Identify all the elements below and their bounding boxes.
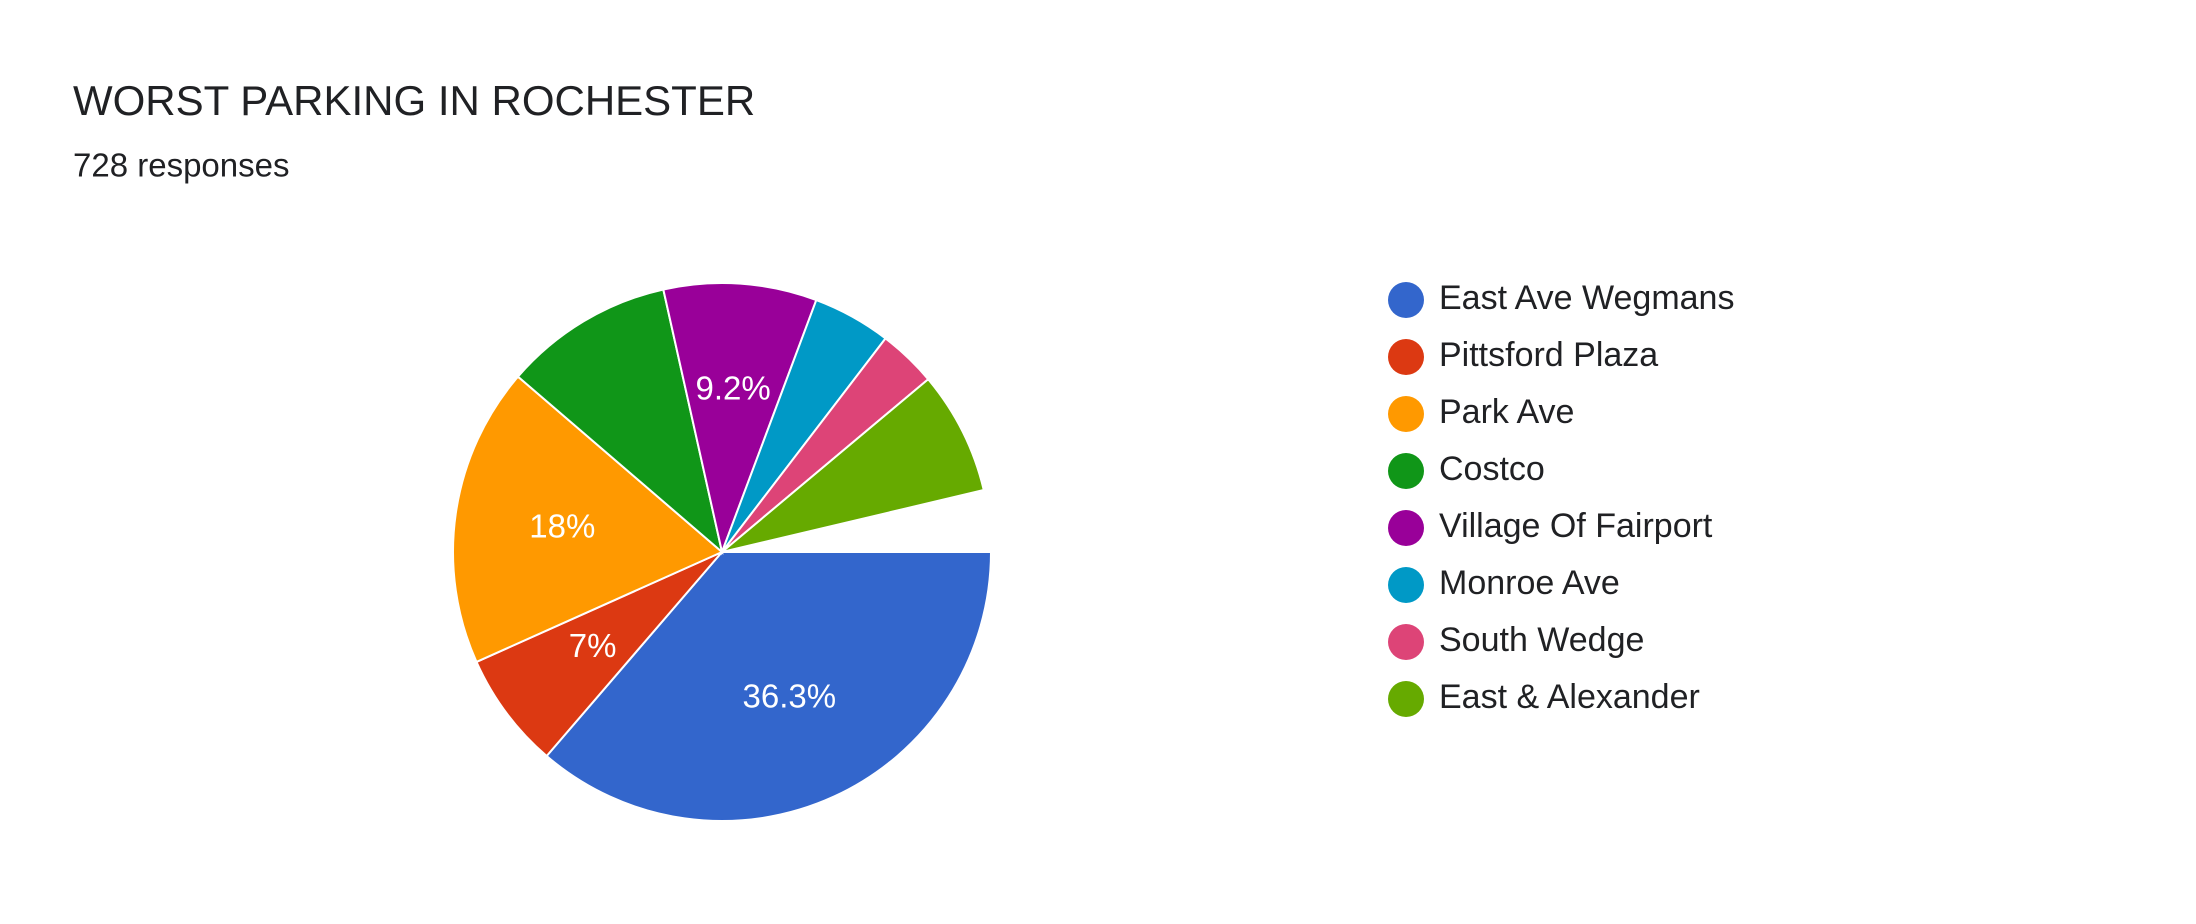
legend-label: Village Of Fairport	[1439, 507, 1713, 545]
chart-title: WORST PARKING IN ROCHESTER	[73, 77, 755, 124]
legend-label: Costco	[1439, 450, 1545, 488]
pie-slice	[545, 551, 993, 822]
legend-swatch	[1388, 339, 1424, 375]
legend-label: East & Alexander	[1439, 678, 1700, 716]
legend-swatch	[1388, 624, 1424, 660]
pie-slice	[475, 551, 723, 758]
data-label: 9.2%	[696, 370, 771, 407]
chart-subtitle: 728 responses	[73, 147, 289, 184]
data-label: 18%	[529, 507, 595, 544]
legend-swatch	[1388, 510, 1424, 546]
pie-slice	[452, 375, 724, 664]
legend-label: Park Ave	[1439, 393, 1574, 431]
data-label: 36.3%	[743, 677, 837, 714]
legend-swatch	[1388, 567, 1424, 603]
legend-swatch	[1388, 681, 1424, 717]
pie-slice	[721, 377, 985, 553]
legend-label: East Ave Wegmans	[1439, 279, 1734, 317]
legend-swatch	[1388, 453, 1424, 489]
legend-label: Monroe Ave	[1439, 564, 1620, 602]
data-label: 7%	[569, 627, 617, 664]
legend-swatch	[1388, 282, 1424, 318]
legend-swatch	[1388, 396, 1424, 432]
legend-label: South Wedge	[1439, 621, 1644, 659]
pie-slice	[516, 288, 724, 555]
pie-slice	[662, 282, 818, 556]
legend-label: Pittsford Plaza	[1439, 336, 1658, 374]
